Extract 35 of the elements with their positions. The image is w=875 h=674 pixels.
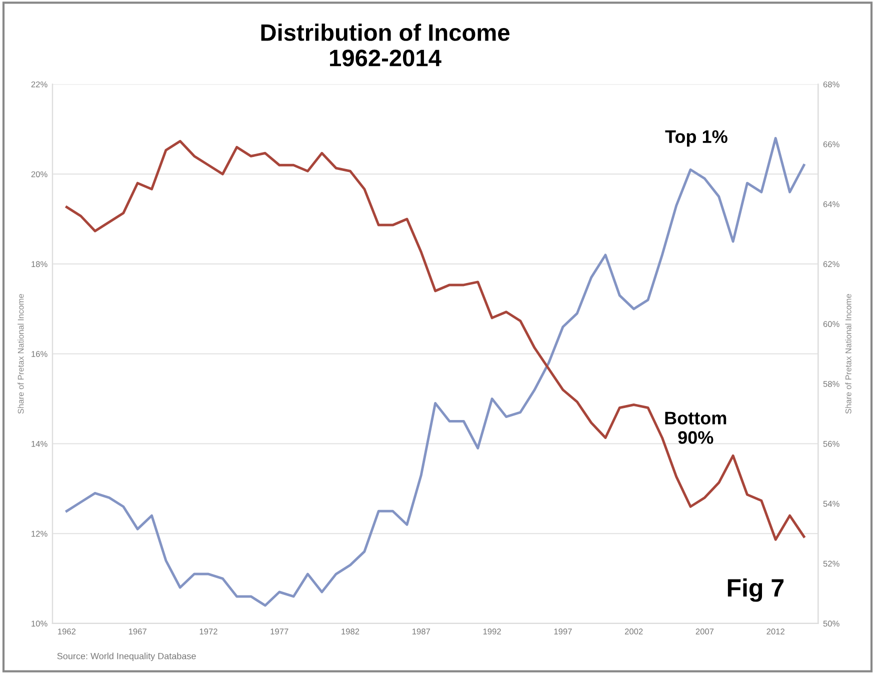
y2-axis-title: Share of Pretax National Income bbox=[845, 294, 852, 414]
y-tick-label: 20% bbox=[31, 171, 48, 178]
y2-tick-label: 60% bbox=[823, 321, 840, 327]
x-tick-label: 2007 bbox=[696, 628, 714, 634]
y-tick-label: 10% bbox=[32, 620, 48, 627]
x-tick-label: 2002 bbox=[624, 628, 643, 634]
y-tick-label: 14% bbox=[32, 440, 48, 447]
x-tick-label: 1967 bbox=[128, 628, 146, 634]
y2-tick-label: 52% bbox=[823, 560, 840, 567]
x-tick-label: 1992 bbox=[483, 628, 501, 634]
x-tick-label: 2012 bbox=[766, 628, 784, 634]
y2-tick-label: 58% bbox=[823, 381, 840, 387]
series-label: Top 1% bbox=[665, 130, 728, 147]
annotation: Fig 7 bbox=[728, 578, 784, 602]
y2-tick-label: 50% bbox=[823, 620, 840, 627]
source-note: Source: World Inequality Database bbox=[57, 652, 196, 662]
y-tick-label: 16% bbox=[32, 351, 48, 357]
x-tick-label: 1982 bbox=[342, 628, 360, 634]
x-tick-label: 1962 bbox=[58, 628, 76, 634]
x-tick-label: 1997 bbox=[554, 628, 572, 634]
series-label: Bottom 90% bbox=[665, 412, 726, 444]
y2-tick-label: 64% bbox=[823, 201, 840, 208]
x-tick-label: 1987 bbox=[412, 628, 430, 634]
chart-title: Distribution of Income 1962-2014 bbox=[261, 24, 510, 66]
y-tick-label: 12% bbox=[32, 530, 48, 537]
y2-tick-label: 68% bbox=[823, 81, 840, 88]
y-tick-label: 18% bbox=[32, 261, 48, 268]
x-tick-label: 1977 bbox=[270, 628, 288, 634]
y-axis-title: Share of Pretax National Income bbox=[18, 294, 24, 414]
x-tick-label: 1972 bbox=[200, 628, 218, 634]
y2-tick-label: 56% bbox=[823, 440, 840, 447]
y2-tick-label: 54% bbox=[823, 500, 840, 507]
y2-tick-label: 66% bbox=[823, 141, 840, 148]
y2-tick-label: 62% bbox=[823, 261, 840, 268]
y-tick-label: 22% bbox=[31, 81, 48, 88]
